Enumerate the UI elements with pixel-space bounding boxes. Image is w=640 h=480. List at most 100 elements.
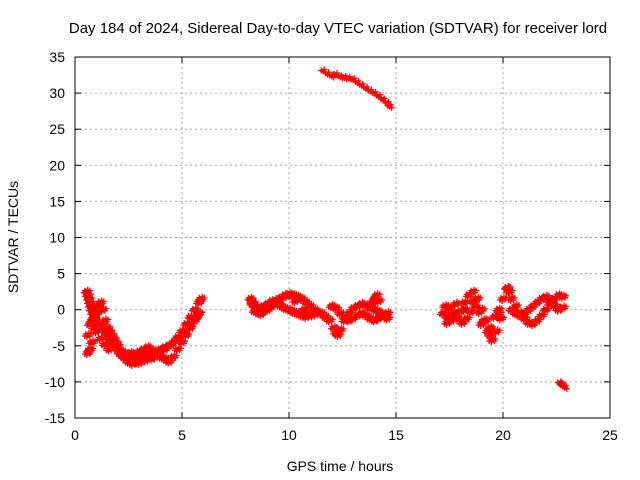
data-point bbox=[488, 314, 495, 321]
data-point bbox=[535, 296, 542, 303]
data-point bbox=[152, 352, 159, 359]
chart-title: Day 184 of 2024, Sidereal Day-to-day VTE… bbox=[69, 20, 607, 37]
data-point bbox=[327, 325, 334, 332]
data-point bbox=[261, 310, 268, 317]
data-point bbox=[545, 292, 552, 299]
data-point bbox=[300, 314, 307, 321]
data-point bbox=[265, 299, 272, 306]
data-point bbox=[338, 314, 345, 321]
data-point bbox=[158, 347, 165, 354]
data-point bbox=[96, 307, 103, 314]
data-point bbox=[184, 327, 191, 334]
series-seg-0.5-2.5 bbox=[80, 286, 135, 367]
data-point bbox=[473, 309, 480, 316]
data-point bbox=[291, 311, 298, 318]
data-point bbox=[473, 297, 480, 304]
x-tick-label: 10 bbox=[281, 427, 297, 443]
data-point bbox=[492, 311, 499, 318]
series-seg-17.2-20.2 bbox=[437, 283, 514, 346]
series-seg-20.2-22.9 bbox=[501, 283, 569, 330]
data-point bbox=[511, 294, 518, 301]
data-point bbox=[126, 361, 133, 368]
data-point bbox=[100, 334, 107, 341]
data-point bbox=[83, 322, 90, 329]
data-point bbox=[325, 304, 332, 311]
series-seg-high-11.6-14.7 bbox=[318, 66, 395, 111]
data-point bbox=[88, 314, 95, 321]
data-point bbox=[490, 330, 497, 337]
data-point bbox=[193, 300, 200, 307]
data-point bbox=[381, 95, 388, 102]
y-tick-label: 10 bbox=[49, 230, 65, 246]
data-point bbox=[253, 306, 260, 313]
series-seg-11.5-14.7 bbox=[315, 290, 394, 340]
data-point bbox=[86, 340, 93, 347]
data-point bbox=[98, 342, 105, 349]
data-point bbox=[146, 356, 153, 363]
data-point bbox=[107, 336, 114, 343]
data-point bbox=[550, 297, 557, 304]
data-point bbox=[473, 287, 480, 294]
data-point bbox=[280, 293, 287, 300]
x-axis-label: GPS time / hours bbox=[287, 458, 394, 474]
data-point bbox=[105, 332, 112, 339]
data-point bbox=[372, 316, 379, 323]
data-point bbox=[509, 287, 516, 294]
data-point bbox=[109, 345, 116, 352]
data-point bbox=[101, 325, 108, 332]
data-point bbox=[295, 297, 302, 304]
data-point bbox=[263, 305, 270, 312]
data-point bbox=[94, 300, 101, 307]
data-point bbox=[352, 78, 359, 85]
data-point bbox=[289, 299, 296, 306]
y-tick-label: 25 bbox=[49, 121, 65, 137]
data-point bbox=[94, 336, 101, 343]
data-point bbox=[458, 307, 465, 314]
data-point bbox=[554, 301, 561, 308]
data-point bbox=[167, 354, 174, 361]
data-point bbox=[81, 332, 88, 339]
data-point bbox=[323, 318, 330, 325]
data-point bbox=[98, 318, 105, 325]
data-point bbox=[447, 311, 454, 318]
data-point bbox=[315, 311, 322, 318]
data-point bbox=[83, 347, 90, 354]
data-point bbox=[116, 349, 123, 356]
data-point bbox=[334, 70, 341, 77]
data-point bbox=[372, 88, 379, 95]
data-point bbox=[272, 296, 279, 303]
data-point bbox=[552, 307, 559, 314]
data-point bbox=[178, 329, 185, 336]
data-point bbox=[104, 316, 111, 323]
data-point bbox=[539, 307, 546, 314]
data-point bbox=[184, 314, 191, 321]
y-tick-label: 20 bbox=[49, 157, 65, 173]
data-point bbox=[378, 96, 385, 103]
data-point bbox=[278, 306, 285, 313]
data-point bbox=[522, 320, 529, 327]
data-point bbox=[303, 305, 310, 312]
data-point bbox=[347, 316, 354, 323]
data-point bbox=[372, 299, 379, 306]
data-point bbox=[384, 102, 391, 109]
data-point bbox=[443, 306, 450, 313]
data-point bbox=[482, 329, 489, 336]
data-point bbox=[88, 325, 95, 332]
data-point bbox=[524, 314, 531, 321]
data-point bbox=[481, 320, 488, 327]
data-point bbox=[497, 296, 503, 303]
series-seg-8.2-11.5 bbox=[244, 288, 325, 322]
data-point bbox=[388, 104, 395, 111]
x-tick-label: 20 bbox=[495, 427, 511, 443]
y-tick-label: -15 bbox=[45, 410, 65, 426]
data-point bbox=[165, 342, 172, 349]
data-point bbox=[562, 292, 569, 299]
data-point bbox=[295, 313, 302, 320]
data-point bbox=[297, 307, 304, 314]
data-point bbox=[177, 334, 184, 341]
series-seg-2.5-5.9 bbox=[122, 293, 208, 369]
data-point bbox=[133, 361, 140, 368]
data-point bbox=[359, 80, 366, 87]
data-point bbox=[439, 304, 446, 311]
